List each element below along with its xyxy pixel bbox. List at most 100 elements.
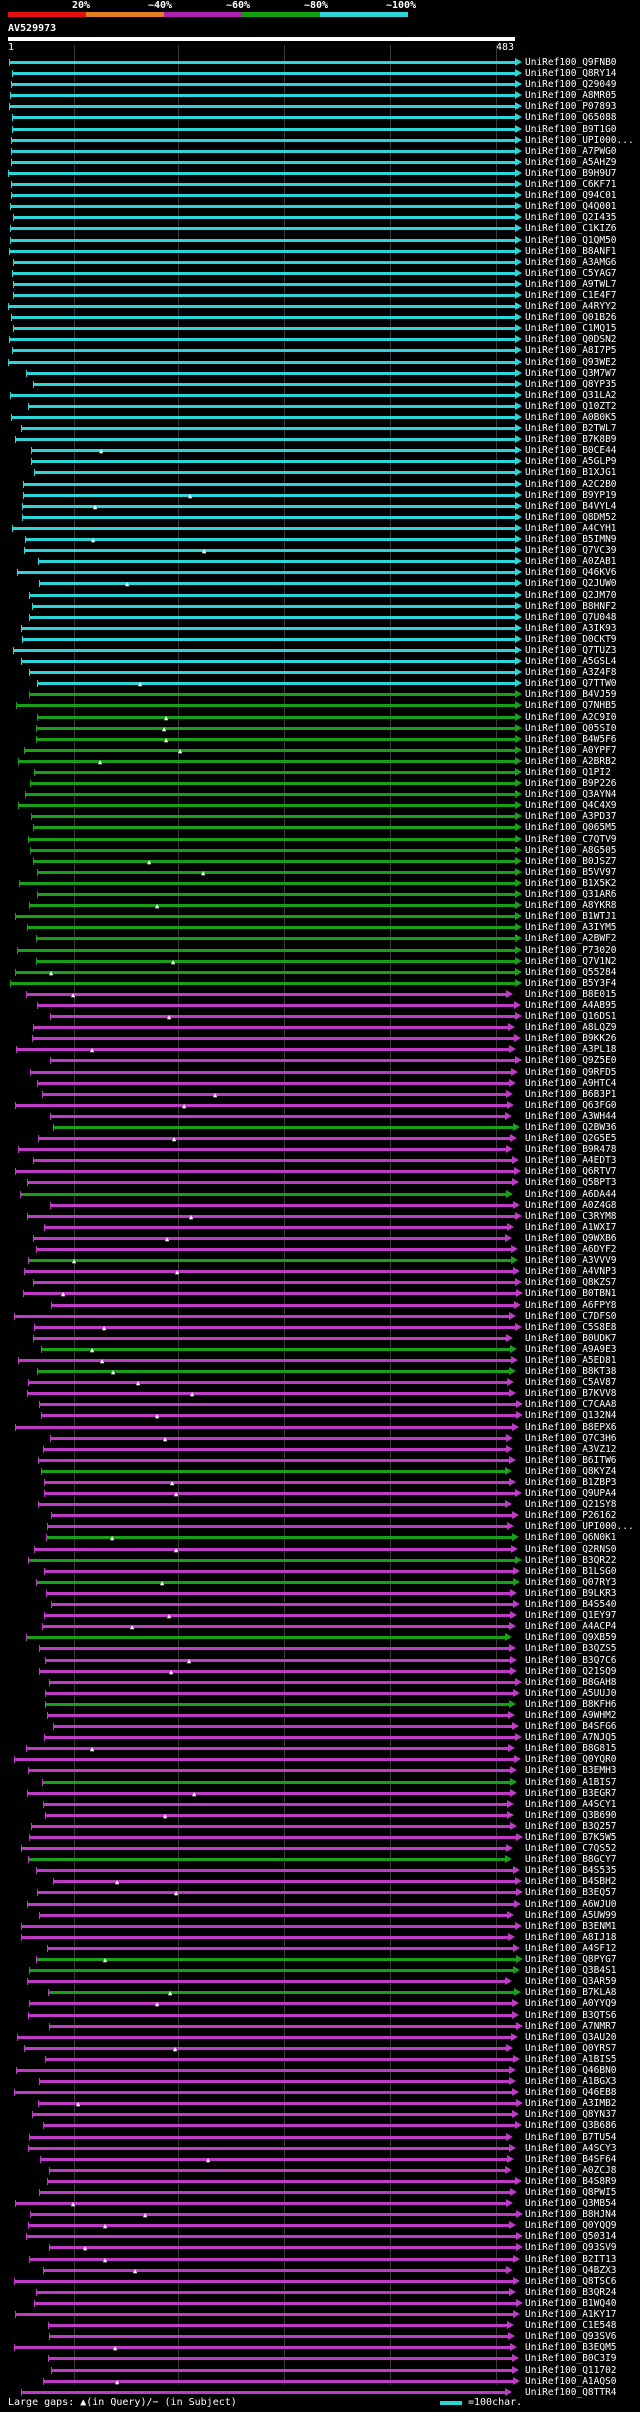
hit-label-link[interactable]: UniRef100_Q8DM52 — [525, 511, 617, 523]
hit-label-link[interactable]: UniRef100_B9P226 — [525, 778, 617, 790]
hit-label-link[interactable]: UniRef100_A3PL18 — [525, 1044, 617, 1056]
alignment-bar[interactable] — [37, 715, 515, 719]
alignment-bar[interactable] — [11, 149, 515, 153]
alignment-bar[interactable] — [28, 1381, 507, 1385]
alignment-bar[interactable] — [29, 615, 515, 619]
alignment-bar[interactable] — [24, 2046, 506, 2050]
hit-label-link[interactable]: UniRef100_Q4C4X9 — [525, 800, 617, 812]
alignment-bar[interactable] — [25, 793, 515, 797]
hit-label-link[interactable]: UniRef100_B9T1G0 — [525, 123, 617, 135]
alignment-bar[interactable] — [18, 804, 515, 808]
hit-label-link[interactable]: UniRef100_A3IMB2 — [525, 2098, 617, 2110]
alignment-bar[interactable] — [11, 194, 515, 198]
alignment-bar[interactable] — [48, 2324, 507, 2328]
alignment-bar[interactable] — [11, 138, 515, 142]
hit-label-link[interactable]: UniRef100_B0TBN1 — [525, 1288, 617, 1300]
alignment-bar[interactable] — [32, 1037, 514, 1041]
hit-label-link[interactable]: UniRef100_B3EQM5 — [525, 2342, 617, 2354]
hit-label-link[interactable]: UniRef100_A8I7P5 — [525, 345, 617, 357]
alignment-bar[interactable] — [45, 1658, 510, 1662]
hit-label-link[interactable]: UniRef100_Q1QM50 — [525, 234, 617, 246]
hit-label-link[interactable]: UniRef100_B0UDK7 — [525, 1332, 617, 1344]
hit-label-link[interactable]: UniRef100_Q1EY97 — [525, 1610, 617, 1622]
hit-label-link[interactable]: UniRef100_B1X5K2 — [525, 877, 617, 889]
alignment-bar[interactable] — [33, 1236, 505, 1240]
hit-label-link[interactable]: UniRef100_Q6N0K1 — [525, 1532, 617, 1544]
hit-label-link[interactable]: UniRef100_B7K8B9 — [525, 434, 617, 446]
hit-label-link[interactable]: UniRef100_B8KT38 — [525, 1366, 617, 1378]
alignment-bar[interactable] — [45, 2057, 513, 2061]
alignment-bar[interactable] — [38, 560, 515, 564]
alignment-bar[interactable] — [47, 1946, 513, 1950]
alignment-bar[interactable] — [12, 526, 515, 530]
alignment-bar[interactable] — [37, 1370, 509, 1374]
alignment-bar[interactable] — [50, 1436, 506, 1440]
alignment-bar[interactable] — [21, 1847, 506, 1851]
alignment-bar[interactable] — [38, 1458, 509, 1462]
alignment-bar[interactable] — [26, 1747, 508, 1751]
hit-label-link[interactable]: UniRef100_A1WXI7 — [525, 1221, 617, 1233]
hit-label-link[interactable]: UniRef100_B6ITW6 — [525, 1454, 617, 1466]
hit-label-link[interactable]: UniRef100_Q2JM70 — [525, 589, 617, 601]
alignment-bar[interactable] — [29, 1836, 516, 1839]
hit-label-link[interactable]: UniRef100_A8G505 — [525, 844, 617, 856]
hit-label-link[interactable]: UniRef100_C7QTV9 — [525, 833, 617, 845]
alignment-bar[interactable] — [41, 1347, 510, 1351]
hit-label-link[interactable]: UniRef100_Q8RY14 — [525, 68, 617, 80]
alignment-bar[interactable] — [39, 1913, 507, 1917]
hit-label-link[interactable]: UniRef100_A2BRB2 — [525, 755, 617, 767]
alignment-bar[interactable] — [11, 316, 515, 320]
hit-label-link[interactable]: UniRef100_A6WJU0 — [525, 1898, 617, 1910]
alignment-bar[interactable] — [39, 1647, 509, 1651]
alignment-bar[interactable] — [9, 249, 515, 253]
hit-label-link[interactable]: UniRef100_Q46KV6 — [525, 567, 617, 579]
hit-label-link[interactable]: UniRef100_A3IK93 — [525, 622, 617, 634]
alignment-bar[interactable] — [34, 471, 515, 475]
alignment-bar[interactable] — [27, 1181, 512, 1185]
alignment-bar[interactable] — [21, 1935, 508, 1939]
hit-label-link[interactable]: UniRef100_A1KY17 — [525, 2309, 617, 2321]
alignment-bar[interactable] — [30, 782, 515, 786]
alignment-bar[interactable] — [10, 205, 515, 209]
hit-label-link[interactable]: UniRef100_B4W5F6 — [525, 733, 617, 745]
alignment-bar[interactable] — [21, 427, 515, 431]
alignment-bar[interactable] — [13, 293, 515, 297]
alignment-bar[interactable] — [45, 1813, 507, 1817]
alignment-bar[interactable] — [43, 2124, 515, 2128]
hit-label-link[interactable]: UniRef100_Q93WE2 — [525, 356, 617, 368]
hit-label-link[interactable]: UniRef100_C5S8E8 — [525, 1321, 617, 1333]
hit-label-link[interactable]: UniRef100_UPI000... — [525, 134, 634, 146]
alignment-bar[interactable] — [11, 160, 515, 164]
alignment-bar[interactable] — [34, 1547, 511, 1551]
hit-label-link[interactable]: UniRef100_A5AHZ9 — [525, 156, 617, 168]
hit-label-link[interactable]: UniRef100_A0Z4G8 — [525, 1199, 617, 1211]
alignment-bar[interactable] — [50, 1114, 505, 1118]
alignment-bar[interactable] — [14, 2279, 513, 2283]
hit-label-link[interactable]: UniRef100_UPI000... — [525, 1521, 634, 1533]
hit-label-link[interactable]: UniRef100_Q31LA2 — [525, 389, 617, 401]
hit-label-link[interactable]: UniRef100_Q132N4 — [525, 1410, 617, 1422]
alignment-bar[interactable] — [37, 1081, 509, 1085]
hit-label-link[interactable]: UniRef100_B3EMH3 — [525, 1765, 617, 1777]
hit-label-link[interactable]: UniRef100_C7QS52 — [525, 1843, 617, 1855]
alignment-bar[interactable] — [36, 937, 515, 941]
alignment-bar[interactable] — [36, 1869, 513, 1873]
alignment-bar[interactable] — [19, 881, 515, 885]
hit-label-link[interactable]: UniRef100_Q7TTW0 — [525, 678, 617, 690]
alignment-bar[interactable] — [21, 626, 515, 630]
alignment-bar[interactable] — [15, 1103, 507, 1107]
hit-label-link[interactable]: UniRef100_P73020 — [525, 944, 617, 956]
hit-label-link[interactable]: UniRef100_B7TU54 — [525, 2131, 617, 2143]
alignment-bar[interactable] — [17, 948, 515, 952]
hit-label-link[interactable]: UniRef100_Q0YQR0 — [525, 1754, 617, 1766]
alignment-bar[interactable] — [51, 2368, 512, 2372]
hit-label-link[interactable]: UniRef100_Q9XB59 — [525, 1632, 617, 1644]
alignment-bar[interactable] — [16, 704, 515, 708]
alignment-bar[interactable] — [37, 1003, 514, 1007]
hit-label-link[interactable]: UniRef100_A8LQZ9 — [525, 1022, 617, 1034]
hit-label-link[interactable]: UniRef100_Q1PI2 — [525, 767, 611, 778]
alignment-bar[interactable] — [44, 1736, 515, 1740]
hit-label-link[interactable]: UniRef100_A4CYH1 — [525, 522, 617, 534]
alignment-bar[interactable] — [29, 593, 515, 597]
alignment-bar[interactable] — [51, 1603, 513, 1607]
